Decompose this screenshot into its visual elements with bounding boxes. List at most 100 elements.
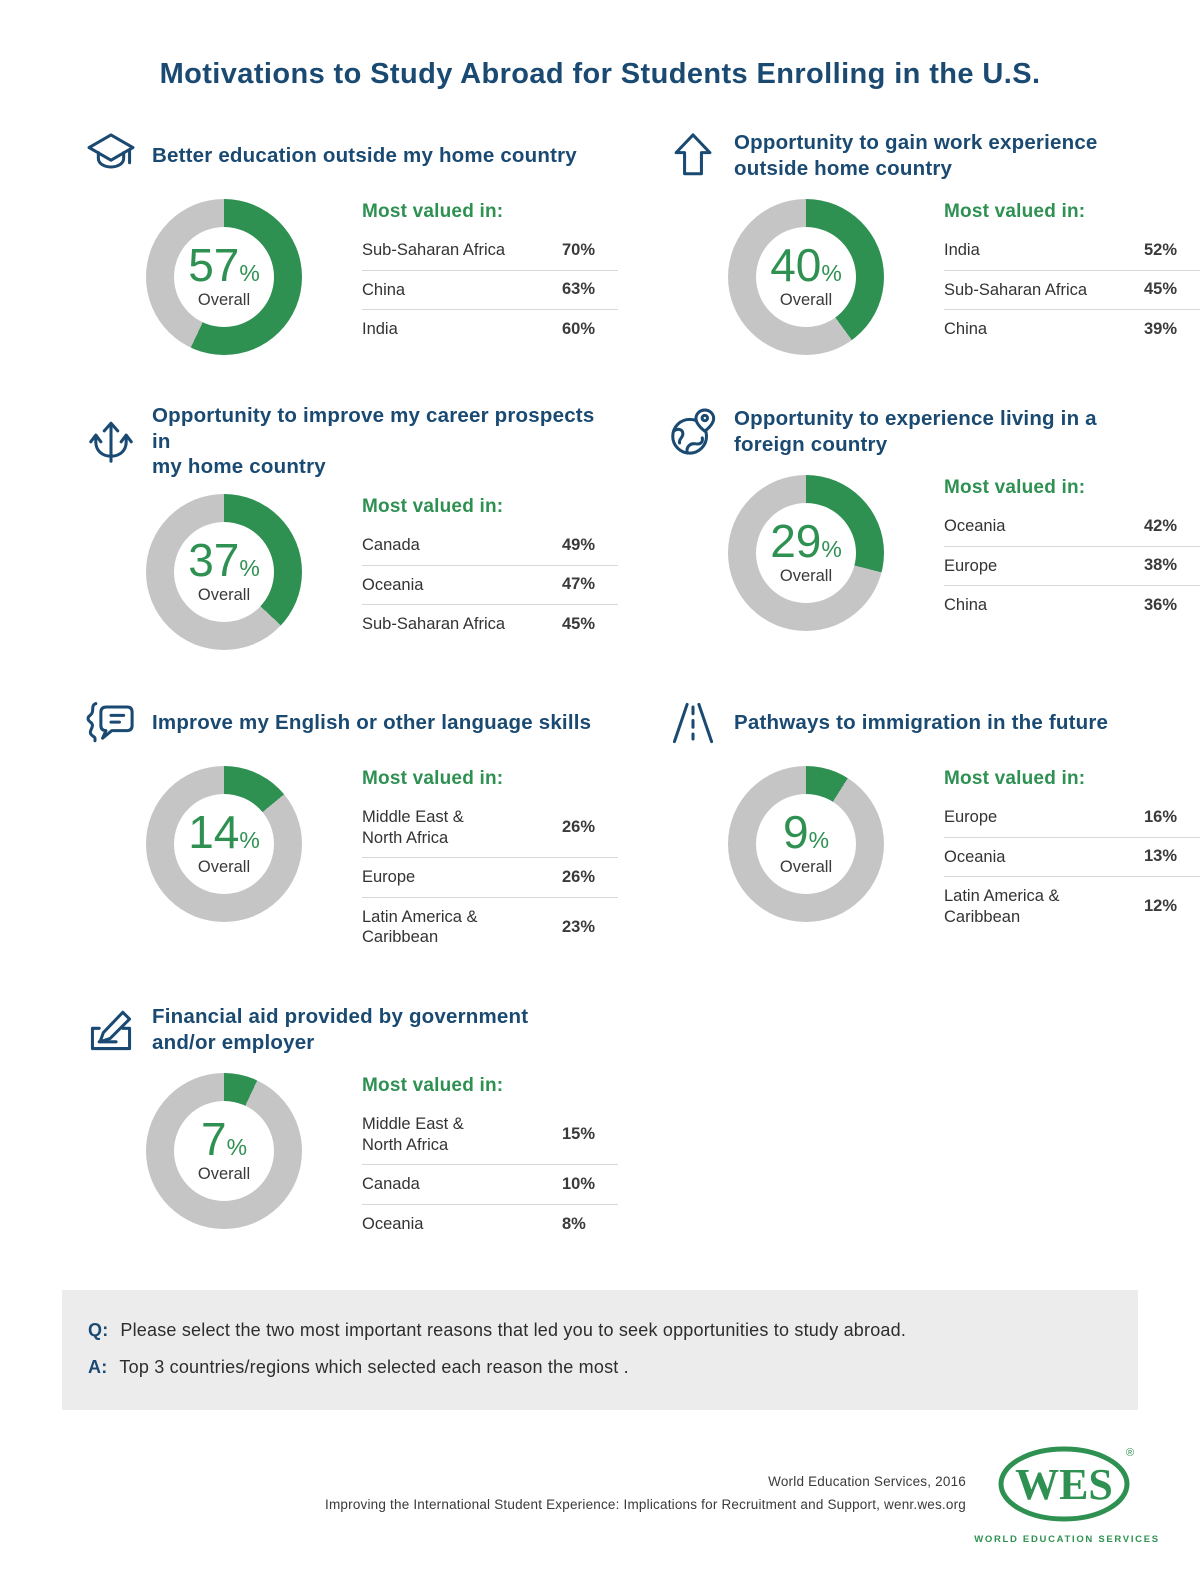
most-valued-heading: Most valued in: <box>944 201 1086 222</box>
section-work-experience: Opportunity to gain work experience outs… <box>666 127 1200 359</box>
credit-line-2: Improving the International Student Expe… <box>325 1497 966 1512</box>
section-body: 40% Overall Most valued in: India 52% Sub… <box>666 199 1200 355</box>
region-value: 49% <box>562 535 596 554</box>
pencil-sign-icon <box>84 1003 138 1057</box>
most-valued-heading: Most valued in: <box>944 767 1086 789</box>
region-value: 52% <box>1144 240 1178 259</box>
donut-chart: 14% Overall <box>146 765 302 922</box>
overall-label: Overall <box>197 1164 251 1183</box>
section-title: Opportunity to improve my career prospec… <box>152 404 595 479</box>
region-value: 39% <box>1144 320 1178 339</box>
section-header: Financial aid provided by government and… <box>84 1001 618 1059</box>
region-value: 16% <box>1144 807 1178 826</box>
footer-credits: World Education Services, 2016 Improving… <box>325 1471 966 1517</box>
page-title: Motivations to Study Abroad for Students… <box>159 58 1041 90</box>
table-row: Oceania 47% <box>362 566 618 606</box>
most-valued-heading: Most valued in: <box>362 495 504 517</box>
table-row: India 52% <box>944 231 1200 271</box>
overall-label: Overall <box>779 857 833 876</box>
table-row: Europe 38% <box>944 547 1200 587</box>
career-arrows-icon <box>84 414 138 468</box>
grid-empty-cell <box>666 1001 1200 1244</box>
overall-percentage: 9% <box>782 806 830 859</box>
table-row: Sub-Saharan Africa 45% <box>362 605 618 644</box>
most-valued-table: Most valued in: Sub-Saharan Africa 70% Ch… <box>362 199 618 349</box>
region-value: 15% <box>562 1125 596 1144</box>
most-valued-heading: Most valued in: <box>362 201 504 222</box>
svg-text:WES: WES <box>1015 1460 1113 1509</box>
region-label: China <box>362 280 406 299</box>
table-row: China 39% <box>944 310 1200 349</box>
most-valued-heading: Most valued in: <box>944 477 1086 498</box>
region-label: Canada <box>362 1175 420 1194</box>
section-header: Pathways to immigration in the future <box>666 694 1200 752</box>
overall-label: Overall <box>197 290 251 309</box>
section-body: 7% Overall Most valued in: Middle East &… <box>84 1073 618 1244</box>
region-label: Europe <box>362 868 416 887</box>
table-row: Sub-Saharan Africa 45% <box>944 271 1200 311</box>
table-row: Latin America & Caribbean 23% <box>362 898 618 957</box>
question-answer-box: Q: Please select the two most important r… <box>62 1289 1138 1410</box>
region-value: 26% <box>562 818 596 836</box>
answer-text: Top 3 countries/regions which selected e… <box>119 1356 629 1377</box>
wes-logo-mark: WES ® <box>998 1446 1134 1521</box>
region-value: 38% <box>1144 556 1178 575</box>
region-label: Canada <box>362 535 420 554</box>
section-body: 14% Overall Most valued in: Middle East … <box>84 765 618 957</box>
region-label: India <box>362 320 398 339</box>
region-value: 26% <box>562 867 596 886</box>
region-value: 13% <box>1144 847 1178 866</box>
donut-center: 37% Overall <box>174 521 274 622</box>
region-value: 45% <box>562 614 596 633</box>
section-financial-aid: Financial aid provided by government and… <box>84 1001 618 1244</box>
table-row: Canada 10% <box>362 1165 618 1205</box>
section-header: Opportunity to improve my career prospec… <box>84 403 618 480</box>
region-label: Europe <box>944 556 998 575</box>
question-text: Please select the two most important rea… <box>120 1319 907 1340</box>
region-value: 23% <box>562 917 596 936</box>
donut-chart: 29% Overall <box>728 475 884 631</box>
most-valued-heading: Most valued in: <box>362 767 504 789</box>
credit-line-1: World Education Services, 2016 <box>768 1474 966 1490</box>
section-better-education: Better education outside my home country… <box>84 127 618 359</box>
registered-mark-icon: ® <box>1126 1447 1134 1459</box>
wes-logo-subtitle: WORLD EDUCATION SERVICES <box>974 1533 1160 1545</box>
region-value: 10% <box>562 1175 596 1194</box>
donut-center: 9% Overall <box>756 793 856 894</box>
region-label: Sub-Saharan Africa <box>944 280 1088 299</box>
section-career-prospects: Opportunity to improve my career prospec… <box>84 403 618 650</box>
table-row: Middle East & North Africa 26% <box>362 798 618 859</box>
section-header: Opportunity to experience living in a fo… <box>666 403 1200 461</box>
overall-percentage: 7% <box>200 1113 248 1166</box>
most-valued-table: Most valued in: Canada 49% Oceania 47% Sub… <box>362 494 618 644</box>
road-icon <box>666 696 720 750</box>
table-row: Latin America & Caribbean 12% <box>944 877 1200 936</box>
most-valued-table: Most valued in: Middle East & North Afri… <box>362 766 618 957</box>
section-header: Better education outside my home country <box>84 127 618 185</box>
section-header: Opportunity to gain work experience outs… <box>666 127 1200 185</box>
most-valued-table: Most valued in: Middle East & North Afri… <box>362 1073 618 1244</box>
section-header: Improve my English or other language ski… <box>84 694 618 752</box>
section-body: 37% Overall Most valued in: Canada 49% Oc… <box>84 493 618 650</box>
donut-center: 29% Overall <box>756 503 856 603</box>
table-row: Europe 26% <box>362 858 618 898</box>
region-value: 70% <box>562 240 596 259</box>
answer-label: A: <box>88 1356 108 1377</box>
table-row: Middle East & North Africa 15% <box>362 1105 618 1166</box>
region-label: India <box>944 241 980 259</box>
table-row: China 63% <box>362 271 618 311</box>
donut-center: 14% Overall <box>174 793 274 894</box>
donut-chart: 57% Overall <box>146 199 302 355</box>
table-row: Europe 16% <box>944 798 1200 838</box>
overall-label: Overall <box>779 566 833 585</box>
most-valued-table: Most valued in: Europe 16% Oceania 13% Lat… <box>944 766 1200 937</box>
region-value: 12% <box>1144 897 1178 916</box>
region-label: China <box>944 596 988 615</box>
section-body: 57% Overall Most valued in: Sub-Saharan … <box>84 199 618 355</box>
region-label: Middle East & North Africa <box>362 807 464 847</box>
overall-percentage: 29% <box>770 515 842 568</box>
graduation-cap-icon <box>84 129 138 183</box>
donut-center: 40% Overall <box>756 227 856 327</box>
overall-label: Overall <box>779 290 833 309</box>
section-title: Financial aid provided by government and… <box>152 1005 529 1054</box>
